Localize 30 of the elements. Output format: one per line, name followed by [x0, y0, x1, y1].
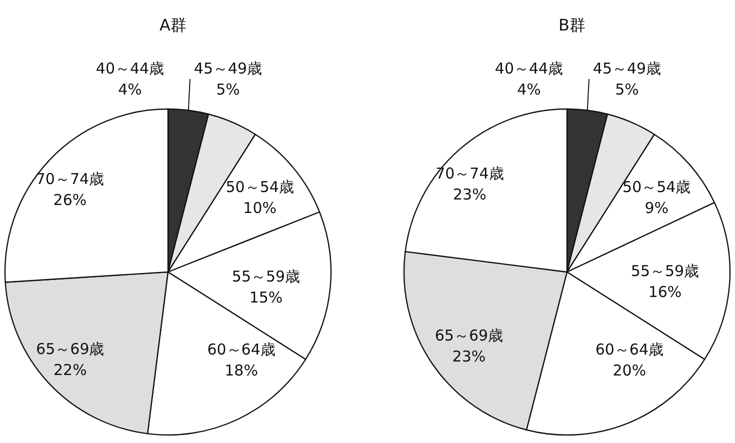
- data-label: 9%: [644, 199, 669, 218]
- slice-label: 40～44歳: [96, 60, 164, 78]
- data-label: 5%: [216, 80, 240, 98]
- slice-label: 45～49歳: [194, 60, 262, 78]
- slice-label: 40～44歳: [494, 60, 564, 78]
- data-label: 10%: [243, 199, 277, 218]
- slice-label: 60～64歳: [207, 340, 276, 359]
- slice-label: 65～69歳: [434, 326, 504, 345]
- slice-label: 50～54歳: [622, 178, 691, 196]
- data-label: 16%: [648, 283, 682, 302]
- slice-label: 55～59歳: [630, 262, 700, 280]
- slice-label: 70～74歳: [436, 164, 504, 182]
- slice-label: 65～69歳: [36, 340, 104, 358]
- slice-label: 50～54歳: [226, 178, 294, 196]
- data-label: 5%: [615, 80, 639, 98]
- data-label: 23%: [452, 348, 486, 366]
- data-label: 15%: [249, 288, 283, 306]
- chart-title: B群: [558, 16, 586, 34]
- data-label: 18%: [224, 362, 258, 380]
- slice-label: 70～74歳: [36, 170, 104, 188]
- slice-label: 55～59歳: [232, 267, 300, 286]
- slice-label: 60～64歳: [595, 340, 664, 359]
- slice-label: 45～49歳: [592, 60, 662, 78]
- data-label: 4%: [517, 80, 541, 98]
- data-label: 23%: [453, 185, 486, 204]
- data-label: 4%: [118, 80, 142, 98]
- data-label: 22%: [53, 360, 87, 379]
- data-label: 26%: [53, 191, 87, 210]
- data-label: 20%: [612, 362, 646, 380]
- chart-title: A群: [160, 16, 186, 34]
